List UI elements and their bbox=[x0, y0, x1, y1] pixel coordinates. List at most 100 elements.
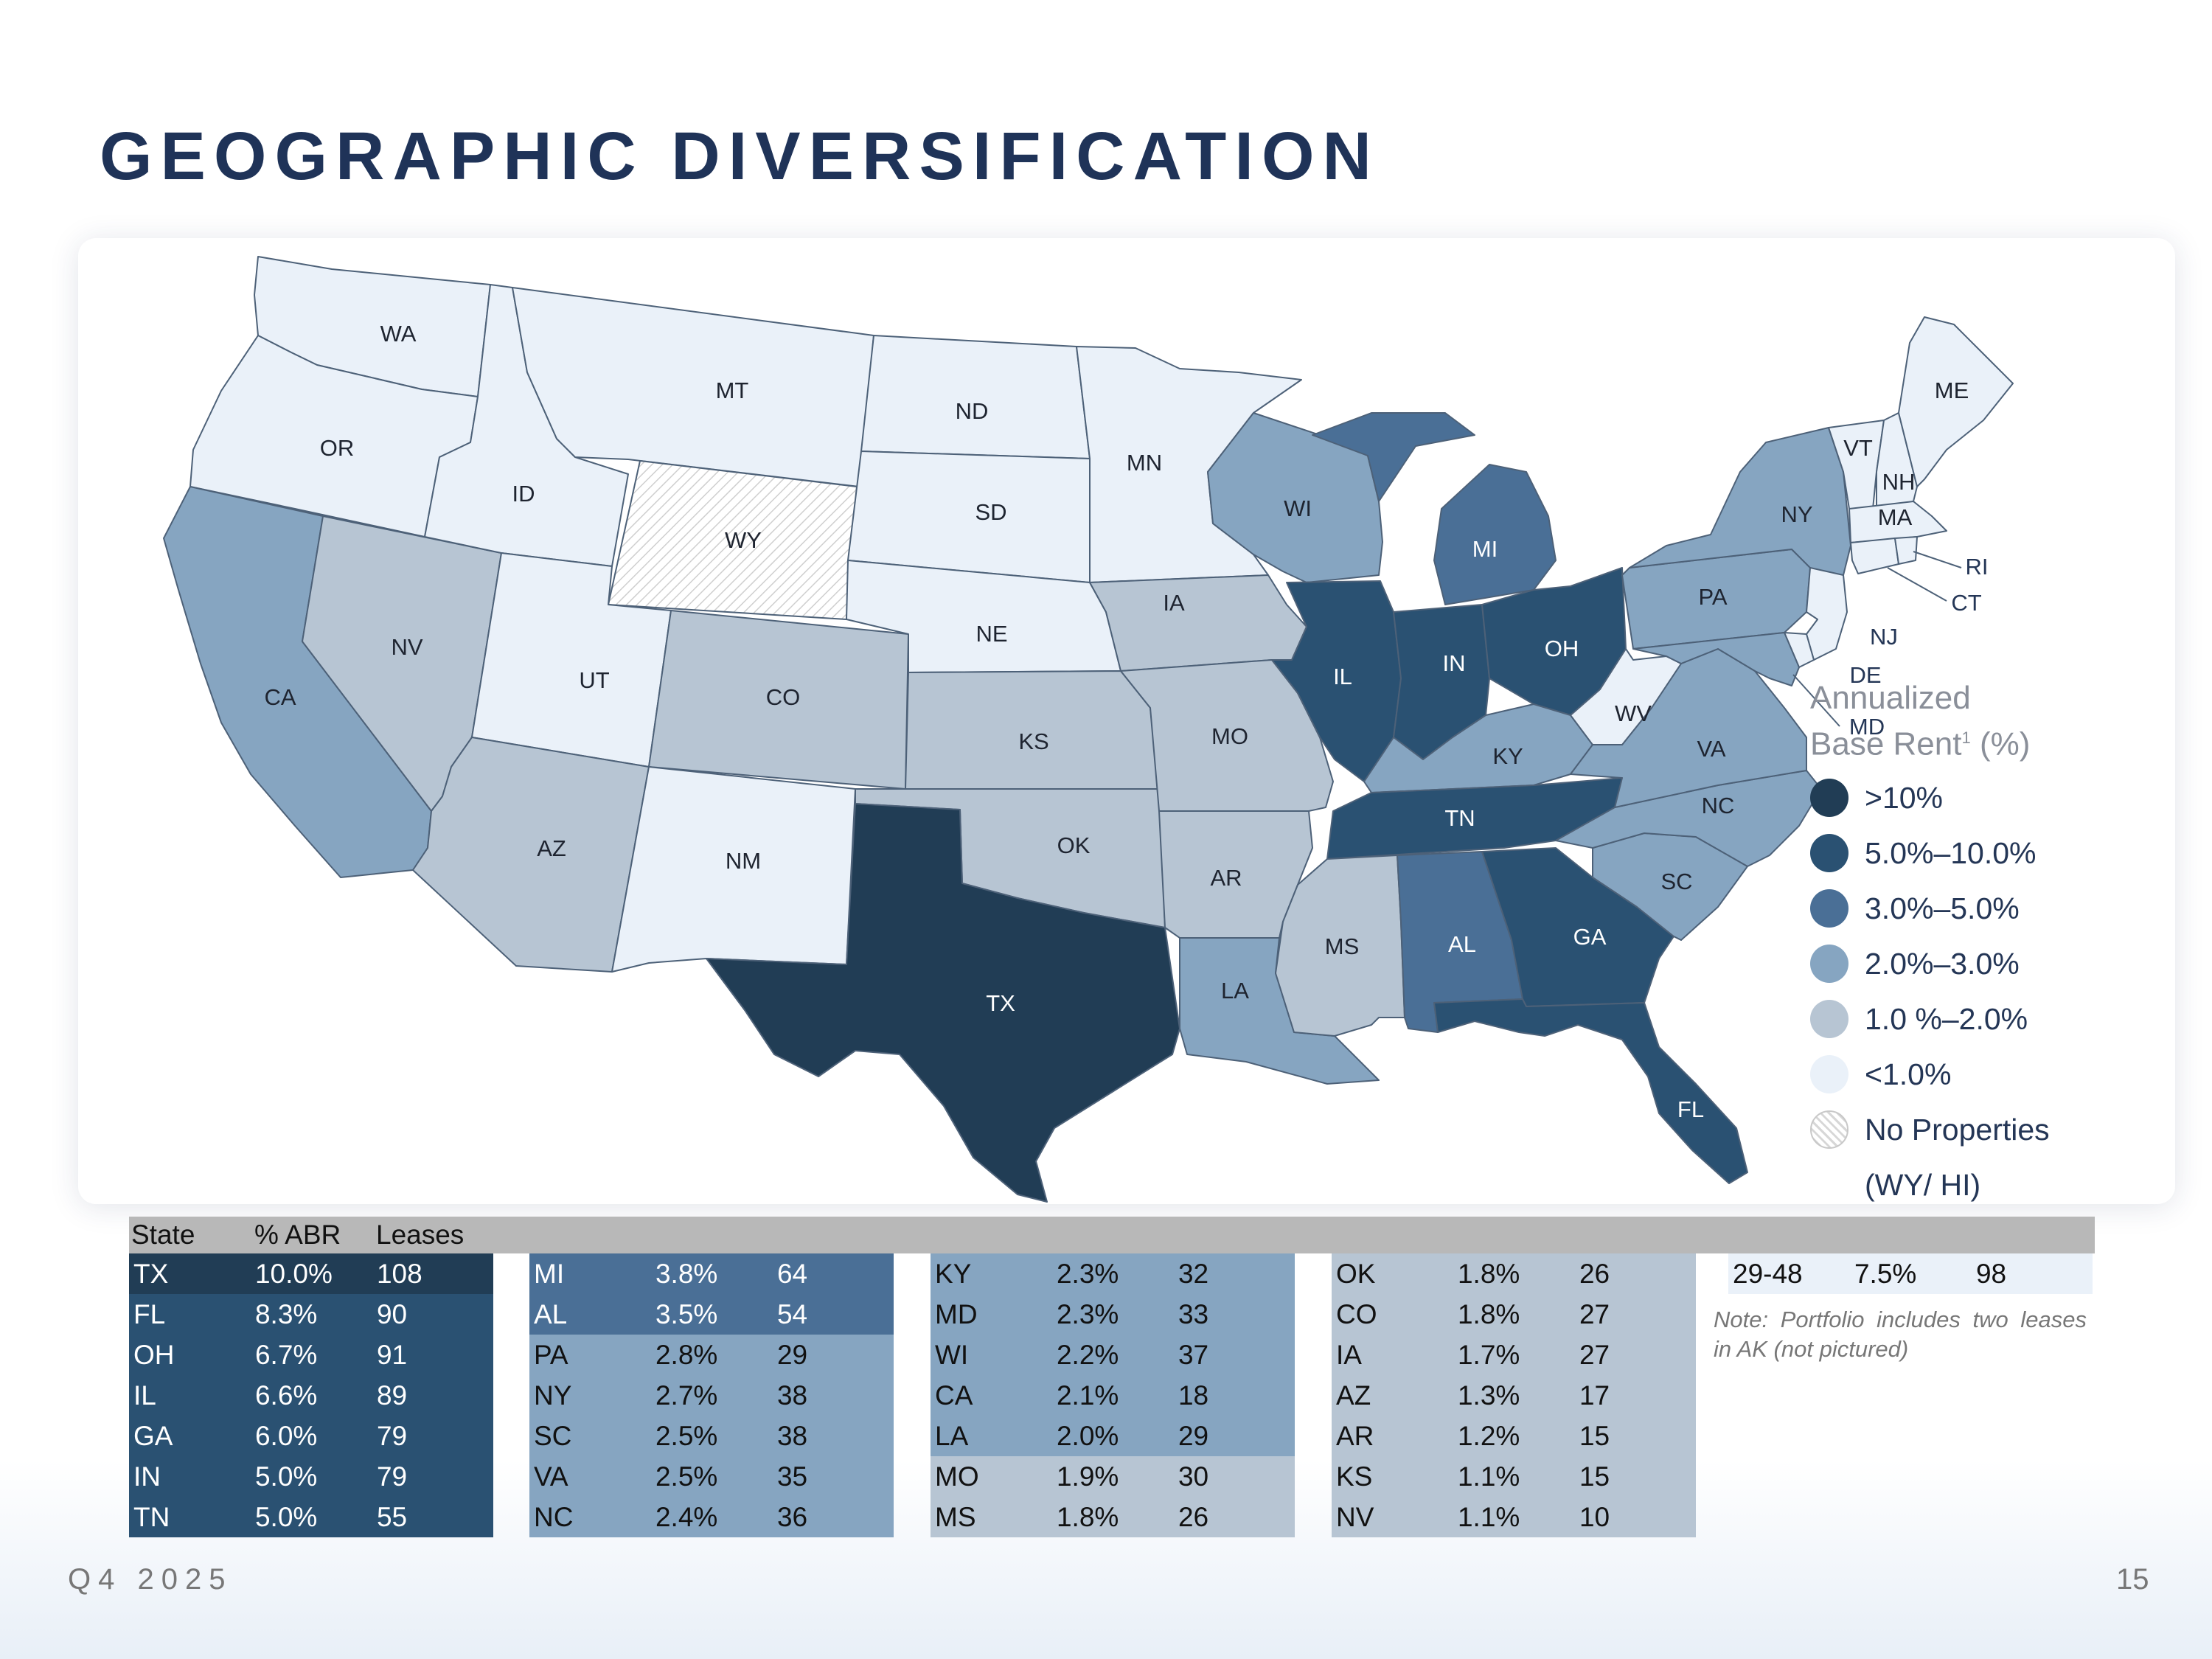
cell-state: CA bbox=[935, 1380, 973, 1411]
legend-item: >10% bbox=[1810, 771, 2175, 826]
cell-abr: 1.2% bbox=[1457, 1420, 1520, 1451]
state-label-nh: NH bbox=[1882, 469, 1916, 495]
state-label-ky: KY bbox=[1492, 743, 1523, 769]
state-label-mn: MN bbox=[1127, 450, 1162, 476]
table-row: KS 1.1% 15 bbox=[1332, 1456, 1696, 1497]
state-label-nc: NC bbox=[1702, 793, 1735, 818]
table-row: FL 8.3% 90 bbox=[129, 1294, 493, 1335]
legend-item: No Properties bbox=[1810, 1102, 2175, 1158]
cell-abr: 1.7% bbox=[1457, 1339, 1520, 1370]
cell-state: NY bbox=[534, 1380, 572, 1411]
cell-leases: 91 bbox=[376, 1339, 408, 1370]
state-label-va: VA bbox=[1697, 736, 1725, 762]
state-label-wy: WY bbox=[725, 527, 762, 553]
cell-leases: 37 bbox=[1178, 1339, 1209, 1370]
state-label-tx: TX bbox=[986, 990, 1015, 1016]
table-row: LA 2.0% 29 bbox=[931, 1416, 1295, 1456]
state-label-ny: NY bbox=[1781, 501, 1812, 527]
state-label-me: ME bbox=[1935, 378, 1969, 403]
legend-item: <1.0% bbox=[1810, 1047, 2175, 1102]
cell-leases: 98 bbox=[1975, 1258, 2007, 1289]
cell-abr: 2.2% bbox=[1056, 1339, 1119, 1370]
cell-state: KS bbox=[1336, 1461, 1373, 1492]
state-label-de: DE bbox=[1849, 662, 1881, 688]
cell-state: IA bbox=[1336, 1339, 1362, 1370]
cell-state: TN bbox=[133, 1501, 170, 1532]
cell-leases: 15 bbox=[1579, 1420, 1610, 1451]
state-MI bbox=[1312, 412, 1557, 605]
cell-abr: 1.1% bbox=[1457, 1501, 1520, 1532]
cell-abr: 2.0% bbox=[1056, 1420, 1119, 1451]
state-ND bbox=[860, 335, 1091, 459]
state-label-co: CO bbox=[766, 684, 801, 710]
state-label-md: MD bbox=[1849, 714, 1885, 740]
cell-abr: 3.5% bbox=[655, 1298, 718, 1329]
legend-label: No Properties bbox=[1865, 1112, 2050, 1147]
summary-row-block: 29-48 7.5% 98 bbox=[1728, 1253, 2093, 1294]
cell-abr: 6.0% bbox=[254, 1420, 318, 1451]
legend-item: 2.0%–3.0% bbox=[1810, 936, 2175, 992]
cell-state: GA bbox=[133, 1420, 173, 1451]
cell-leases: 15 bbox=[1579, 1461, 1610, 1492]
cell-abr: 2.3% bbox=[1056, 1258, 1119, 1289]
page-number: 15 bbox=[2116, 1563, 2149, 1596]
cell-leases: 79 bbox=[376, 1420, 408, 1451]
legend-label: >10% bbox=[1865, 780, 1944, 815]
cell-leases: 89 bbox=[376, 1380, 408, 1411]
cell-state: IN bbox=[133, 1461, 161, 1492]
cell-abr: 3.8% bbox=[655, 1258, 718, 1289]
state-label-ri: RI bbox=[1966, 554, 1989, 580]
cell-leases: 38 bbox=[776, 1420, 808, 1451]
table-row: WI 2.2% 37 bbox=[931, 1335, 1295, 1375]
cell-state: NV bbox=[1336, 1501, 1374, 1532]
table-row: GA 6.0% 79 bbox=[129, 1416, 493, 1456]
cell-state: OH bbox=[133, 1339, 175, 1370]
small-state-leader-lines bbox=[1792, 551, 1962, 727]
rent-table-column-4: OK 1.8% 26 CO 1.8% 27 IA 1.7% 27 AZ 1.3% 17 AR 1.2% 15… bbox=[1332, 1253, 1696, 1537]
cell-leases: 10 bbox=[1579, 1501, 1610, 1532]
table-row: CA 2.1% 18 bbox=[931, 1375, 1295, 1416]
cell-leases: 36 bbox=[776, 1501, 808, 1532]
cell-state: 29-48 bbox=[1733, 1258, 1803, 1289]
cell-leases: 64 bbox=[776, 1258, 808, 1289]
legend-title: Annualized Base Rent1 (%) bbox=[1810, 678, 2175, 765]
cell-state: MS bbox=[935, 1501, 976, 1532]
cell-abr: 2.1% bbox=[1056, 1380, 1119, 1411]
cell-abr: 5.0% bbox=[254, 1501, 318, 1532]
cell-state: MO bbox=[935, 1461, 979, 1492]
state-TX bbox=[706, 803, 1180, 1203]
header-abr: % ABR bbox=[254, 1220, 341, 1250]
cell-state: KY bbox=[935, 1258, 972, 1289]
state-SD bbox=[847, 451, 1091, 583]
state-label-ar: AR bbox=[1210, 865, 1242, 891]
table-row: OK 1.8% 26 bbox=[1332, 1253, 1696, 1294]
legend-swatch bbox=[1810, 779, 1848, 818]
table-row: AL 3.5% 54 bbox=[529, 1294, 894, 1335]
cell-abr: 1.9% bbox=[1056, 1461, 1119, 1492]
table-row: MO 1.9% 30 bbox=[931, 1456, 1295, 1497]
cell-abr: 1.8% bbox=[1457, 1298, 1520, 1329]
state-label-tn: TN bbox=[1444, 805, 1475, 831]
legend-label: 3.0%–5.0% bbox=[1865, 891, 2020, 925]
cell-state: AR bbox=[1336, 1420, 1374, 1451]
cell-abr: 1.8% bbox=[1056, 1501, 1119, 1532]
cell-leases: 26 bbox=[1178, 1501, 1209, 1532]
legend-title-line1: Annualized bbox=[1810, 680, 1971, 716]
legend-no-properties-note: (WY/ HI) bbox=[1865, 1167, 1981, 1202]
state-label-il: IL bbox=[1333, 664, 1352, 689]
legend-swatch bbox=[1810, 945, 1848, 984]
state-label-vt: VT bbox=[1843, 435, 1873, 461]
cell-state: NC bbox=[534, 1501, 574, 1532]
us-map-card: WA OR CA NV ID MT WY UT AZ CO NM ND SD NE KS OK TX MN IA MO… bbox=[78, 238, 2175, 1204]
table-row: NC 2.4% 36 bbox=[529, 1497, 894, 1537]
state-label-al: AL bbox=[1448, 931, 1476, 957]
state-NJ bbox=[1806, 567, 1848, 661]
table-row: NY 2.7% 38 bbox=[529, 1375, 894, 1416]
state-label-ok: OK bbox=[1057, 832, 1091, 858]
state-label-ne: NE bbox=[975, 621, 1007, 647]
cell-state: OK bbox=[1336, 1258, 1376, 1289]
table-row: MI 3.8% 64 bbox=[529, 1253, 894, 1294]
cell-leases: 17 bbox=[1579, 1380, 1610, 1411]
cell-leases: 33 bbox=[1178, 1298, 1209, 1329]
state-RI bbox=[1894, 536, 1918, 565]
